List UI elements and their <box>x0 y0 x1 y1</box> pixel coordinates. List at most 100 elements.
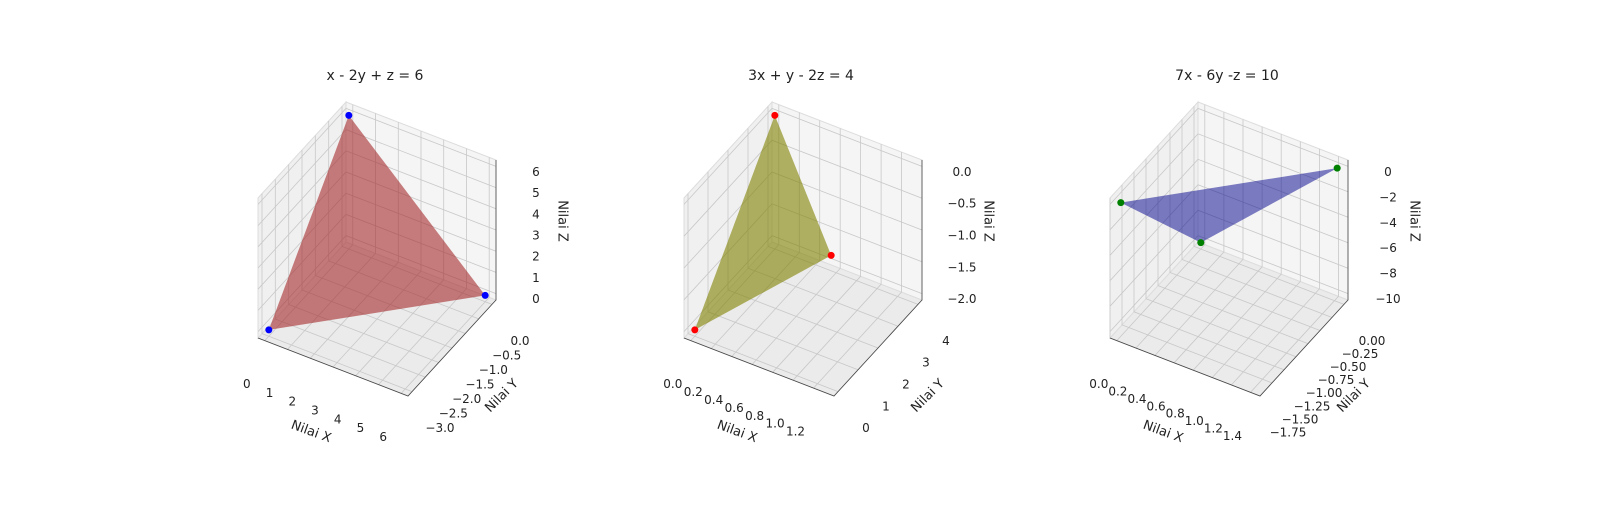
y-grid-line <box>1133 171 1285 371</box>
x-tick-label: 0.8 <box>745 409 764 423</box>
y-tick-label: −0.5 <box>492 348 521 362</box>
z-axis-label: Nilai Z <box>555 200 570 242</box>
z-tick-label: 0 <box>1384 165 1392 179</box>
point <box>345 111 353 119</box>
z-tick-label: −0.5 <box>947 197 976 211</box>
y-tick-label: −1.0 <box>479 363 508 377</box>
y-tick-label: 1 <box>882 399 890 413</box>
x-tick-label: 3 <box>311 404 319 418</box>
x-grid-line <box>1135 112 1225 349</box>
z-grid-line <box>1109 133 1349 231</box>
z-tick-label: 1 <box>532 271 540 285</box>
y-tick-label: 4 <box>942 334 950 348</box>
x-tick-label: 1.4 <box>1223 429 1242 443</box>
x-tick-label: 0.4 <box>1127 392 1146 406</box>
y-grid-line <box>1157 145 1309 344</box>
x-tick-label: 6 <box>379 430 387 444</box>
z-tick-label: 0.0 <box>952 165 971 179</box>
z-tick-label: 6 <box>532 165 540 179</box>
x-tick-label: 1 <box>266 386 274 400</box>
z-tick-label: −10 <box>1375 292 1400 306</box>
x-grid-line <box>1154 119 1244 356</box>
x-grid-line <box>1173 126 1263 364</box>
x-tick-label: 1.0 <box>1185 414 1204 428</box>
z-tick-label: −6 <box>1379 241 1397 255</box>
z-axis-label: Nilai Z <box>981 200 996 242</box>
point <box>265 326 273 334</box>
x-axis-label: Nilai X <box>1141 418 1185 446</box>
x-grid-line <box>1231 148 1320 386</box>
y-tick-label: −0.75 <box>1318 373 1355 387</box>
y-grid-line <box>687 193 839 392</box>
chart-title: 7x - 6y -z = 10 <box>1175 68 1279 84</box>
y-grid-line <box>1169 132 1321 331</box>
x-grid-line <box>1116 104 1206 341</box>
y-tick-label: −0.25 <box>1342 347 1379 361</box>
x-grid-line <box>751 128 841 365</box>
point <box>1117 199 1125 207</box>
z-tick-label: −1.5 <box>947 260 976 274</box>
y-tick-label: −1.5 <box>465 378 494 392</box>
z-grid-line <box>257 107 497 205</box>
y-tick-label: −3.0 <box>425 421 454 435</box>
z-grid-line <box>1109 158 1349 256</box>
y-tick-label: −0.50 <box>1330 360 1367 374</box>
x-axis-label: Nilai X <box>289 418 333 446</box>
y-grid-line <box>1181 119 1333 318</box>
plane <box>694 115 832 330</box>
x-tick-label: 1.2 <box>786 425 805 439</box>
x-tick-label: 0.4 <box>704 393 723 407</box>
z-axis-label: Nilai Z <box>1407 200 1422 242</box>
x-tick-label: 2 <box>288 395 296 409</box>
x-tick-label: 0.6 <box>725 401 744 415</box>
axis-line <box>257 160 497 397</box>
y-grid-line <box>1121 184 1273 384</box>
x-grid-line <box>772 136 861 373</box>
z-tick-label: −8 <box>1379 267 1397 281</box>
z-tick-label: −1.0 <box>947 229 976 243</box>
x-tick-label: 0 <box>243 377 251 391</box>
x-tick-label: 0.8 <box>1166 407 1185 421</box>
y-tick-label: 0 <box>862 421 870 435</box>
x-grid-line <box>400 157 490 394</box>
z-tick-label: 0 <box>532 292 540 306</box>
z-grid-line <box>1109 184 1349 281</box>
y-axis-label: Nilai Y <box>908 376 947 415</box>
y-tick-label: −2.5 <box>439 407 468 421</box>
x-tick-label: 1.0 <box>766 417 785 431</box>
y-tick-label: 2 <box>902 378 910 392</box>
y-tick-label: −1.75 <box>1270 426 1307 440</box>
x-grid-line <box>792 144 882 381</box>
y-tick-label: 3 <box>922 356 930 370</box>
z-tick-label: −4 <box>1379 216 1397 230</box>
z-grid-line <box>683 107 923 205</box>
x-tick-label: 0.0 <box>663 377 682 391</box>
chart-title: x - 2y + z = 6 <box>327 68 424 84</box>
plane <box>1120 168 1338 243</box>
z-tick-label: 4 <box>532 207 540 221</box>
y-tick-label: −1.50 <box>1282 412 1319 426</box>
y-tick-label: −1.00 <box>1306 386 1343 400</box>
x-tick-label: 0.2 <box>1108 385 1127 399</box>
y-tick-label: −2.0 <box>452 392 481 406</box>
point <box>1197 239 1205 247</box>
y-tick-label: 0.0 <box>510 334 529 348</box>
point <box>691 326 699 334</box>
x-grid-line <box>813 152 902 389</box>
x-tick-label: 0.6 <box>1147 399 1166 413</box>
x-tick-label: 5 <box>357 421 365 435</box>
point <box>481 291 489 299</box>
z-tick-label: −2.0 <box>947 292 976 306</box>
y-grid-line <box>1193 106 1345 305</box>
y-tick-label: −1.25 <box>1294 399 1331 413</box>
chart-title: 3x + y - 2z = 4 <box>748 68 854 84</box>
z-tick-label: 3 <box>532 229 540 243</box>
x-tick-label: 0.0 <box>1089 377 1108 391</box>
axis-line <box>683 160 923 397</box>
point <box>827 251 835 259</box>
z-tick-label: −2 <box>1379 190 1397 204</box>
y-tick-label: 0.00 <box>1359 334 1386 348</box>
x-tick-label: 0.2 <box>684 385 703 399</box>
y-grid-line <box>261 193 413 392</box>
